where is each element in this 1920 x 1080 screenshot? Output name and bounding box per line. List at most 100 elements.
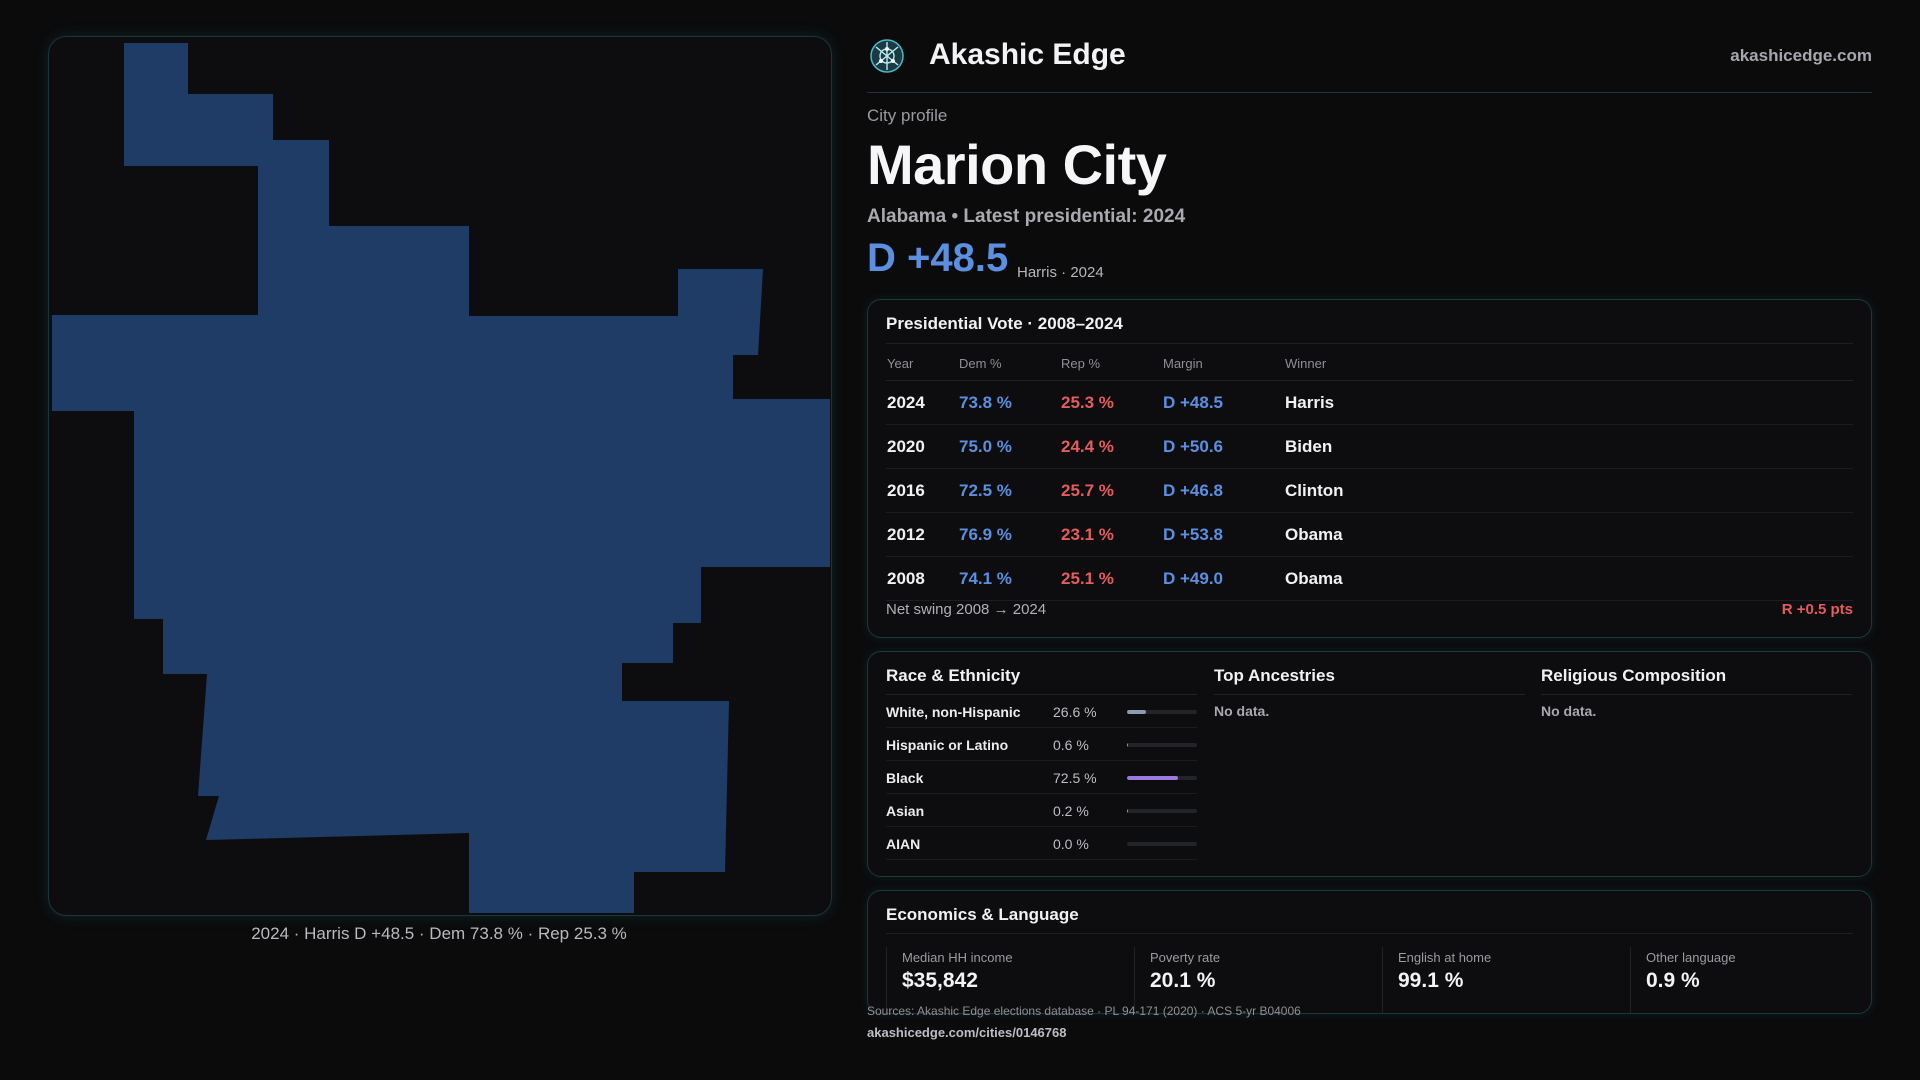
margin-cell: D +53.8 <box>1162 512 1284 557</box>
rep-pct-cell: 24.4 % <box>1060 424 1162 469</box>
econ-stat-poverty-rate: Poverty rate 20.1 % <box>1134 947 1365 1013</box>
race-list: White, non-Hispanic 26.6 % Hispanic or Lat… <box>886 695 1197 860</box>
race-row: Black 72.5 % <box>886 761 1197 794</box>
year-cell: 2012 <box>886 512 958 557</box>
presidential-vote-card: Presidential Vote · 2008–2024 Year Dem %… <box>867 299 1872 638</box>
margin-cell: D +48.5 <box>1162 380 1284 425</box>
race-percent: 0.0 % <box>1053 836 1089 852</box>
net-swing-label: Net swing 2008 → 2024 <box>886 601 1047 618</box>
race-bar-track <box>1127 842 1197 846</box>
table-row: 2016 72.5 % 25.7 % D +46.8 Clinton <box>886 468 1853 513</box>
sources-note: Sources: Akashic Edge elections database… <box>867 1004 1301 1018</box>
margin-cell: D +49.0 <box>1162 556 1284 601</box>
race-title: Race & Ethnicity <box>886 666 1197 695</box>
winner-cell: Obama <box>1284 512 1853 557</box>
econ-stat-english-at-home: English at home 99.1 % <box>1382 947 1613 1013</box>
brand-url-link[interactable]: akashicedge.com <box>1730 46 1872 65</box>
race-row: Asian 0.2 % <box>886 794 1197 827</box>
ancestries-title: Top Ancestries <box>1214 666 1525 695</box>
divider <box>886 343 1853 344</box>
race-percent: 72.5 % <box>1053 770 1097 786</box>
religion-empty: No data. <box>1541 703 1597 719</box>
race-label: Black <box>886 770 924 786</box>
race-percent: 0.6 % <box>1053 737 1089 753</box>
race-label: White, non-Hispanic <box>886 704 1021 720</box>
rep-pct-cell: 25.1 % <box>1060 556 1162 601</box>
ancestries-section: Top Ancestries No data. <box>1214 666 1525 719</box>
race-percent: 0.2 % <box>1053 803 1089 819</box>
race-bar-track <box>1127 743 1197 747</box>
winner-cell: Biden <box>1284 424 1853 469</box>
race-bar-fill <box>1127 776 1178 780</box>
race-row: White, non-Hispanic 26.6 % <box>886 695 1197 728</box>
demographics-card: Race & Ethnicity White, non-Hispanic 26.6… <box>867 651 1872 877</box>
page-subtitle: Alabama • Latest presidential: 2024 <box>867 206 1186 227</box>
column-header: Year <box>886 346 958 381</box>
dem-pct-cell: 73.8 % <box>958 380 1060 425</box>
econ-stat-median-income: Median HH income $35,842 <box>886 947 1117 1013</box>
page-kicker: City profile <box>867 106 948 125</box>
year-cell: 2024 <box>886 380 958 425</box>
race-label: Asian <box>886 803 925 819</box>
map-caption: 2024 · Harris D +48.5 · Dem 73.8 % · Rep… <box>251 924 627 943</box>
stat-value: 0.9 % <box>1646 969 1700 992</box>
winner-cell: Harris <box>1284 380 1853 425</box>
column-header: Dem % <box>958 346 1060 381</box>
year-cell: 2016 <box>886 468 958 513</box>
race-bar-track <box>1127 776 1197 780</box>
stat-label: English at home <box>1398 950 1492 965</box>
column-header: Winner <box>1284 346 1853 381</box>
dem-pct-cell: 72.5 % <box>958 468 1060 513</box>
econ-stat-other-language: Other language 0.9 % <box>1630 947 1861 1013</box>
economics-card: Economics & Language Median HH income $3… <box>867 890 1872 1014</box>
economics-title: Economics & Language <box>886 905 1079 924</box>
table-row: 2012 76.9 % 23.1 % D +53.8 Obama <box>886 512 1853 557</box>
divider <box>886 933 1853 934</box>
race-bar-track <box>1127 809 1197 813</box>
city-map-panel[interactable] <box>48 36 832 916</box>
year-cell: 2008 <box>886 556 958 601</box>
latest-margin-note: Harris · 2024 <box>1017 264 1104 281</box>
rep-pct-cell: 25.3 % <box>1060 380 1162 425</box>
stat-label: Median HH income <box>902 950 1013 965</box>
race-row: AIAN 0.0 % <box>886 827 1197 860</box>
margin-cell: D +46.8 <box>1162 468 1284 513</box>
page-title: Marion City <box>867 133 1167 196</box>
stat-label: Poverty rate <box>1150 950 1221 965</box>
race-ethnicity-section: Race & Ethnicity White, non-Hispanic 26.6… <box>886 666 1197 860</box>
column-header: Margin <box>1162 346 1284 381</box>
winner-cell: Clinton <box>1284 468 1853 513</box>
network-globe-icon[interactable] <box>869 38 905 74</box>
race-bar-fill <box>1127 710 1146 714</box>
margin-cell: D +50.6 <box>1162 424 1284 469</box>
dem-pct-cell: 74.1 % <box>958 556 1060 601</box>
city-boundary-map <box>52 43 830 913</box>
city-boundary-shape[interactable] <box>52 43 830 913</box>
latest-margin: D +48.5 <box>867 236 1009 280</box>
dem-pct-cell: 75.0 % <box>958 424 1060 469</box>
vote-table-header: Year Dem % Rep % Margin Winner <box>886 346 1853 381</box>
brand-header: Akashic Edge akashicedge.com <box>867 34 1872 93</box>
vote-card-title: Presidential Vote · 2008–2024 <box>886 314 1123 333</box>
winner-cell: Obama <box>1284 556 1853 601</box>
religion-title: Religious Composition <box>1541 666 1852 695</box>
page-url-link[interactable]: akashicedge.com/cities/0146768 <box>867 1025 1067 1040</box>
stat-label: Other language <box>1646 950 1736 965</box>
stat-value: $35,842 <box>902 969 978 992</box>
dem-pct-cell: 76.9 % <box>958 512 1060 557</box>
race-label: Hispanic or Latino <box>886 737 1009 753</box>
year-cell: 2020 <box>886 424 958 469</box>
table-row: 2020 75.0 % 24.4 % D +50.6 Biden <box>886 424 1853 469</box>
religion-section: Religious Composition No data. <box>1541 666 1852 719</box>
net-swing-value: R +0.5 pts <box>1781 601 1853 618</box>
race-bar-track <box>1127 710 1197 714</box>
stat-value: 99.1 % <box>1398 969 1464 992</box>
vote-table: Year Dem % Rep % Margin Winner 2024 73.8… <box>886 346 1853 601</box>
race-row: Hispanic or Latino 0.6 % <box>886 728 1197 761</box>
race-percent: 26.6 % <box>1053 704 1097 720</box>
table-row: 2008 74.1 % 25.1 % D +49.0 Obama <box>886 556 1853 601</box>
rep-pct-cell: 25.7 % <box>1060 468 1162 513</box>
column-header: Rep % <box>1060 346 1162 381</box>
table-row: 2024 73.8 % 25.3 % D +48.5 Harris <box>886 380 1853 425</box>
rep-pct-cell: 23.1 % <box>1060 512 1162 557</box>
